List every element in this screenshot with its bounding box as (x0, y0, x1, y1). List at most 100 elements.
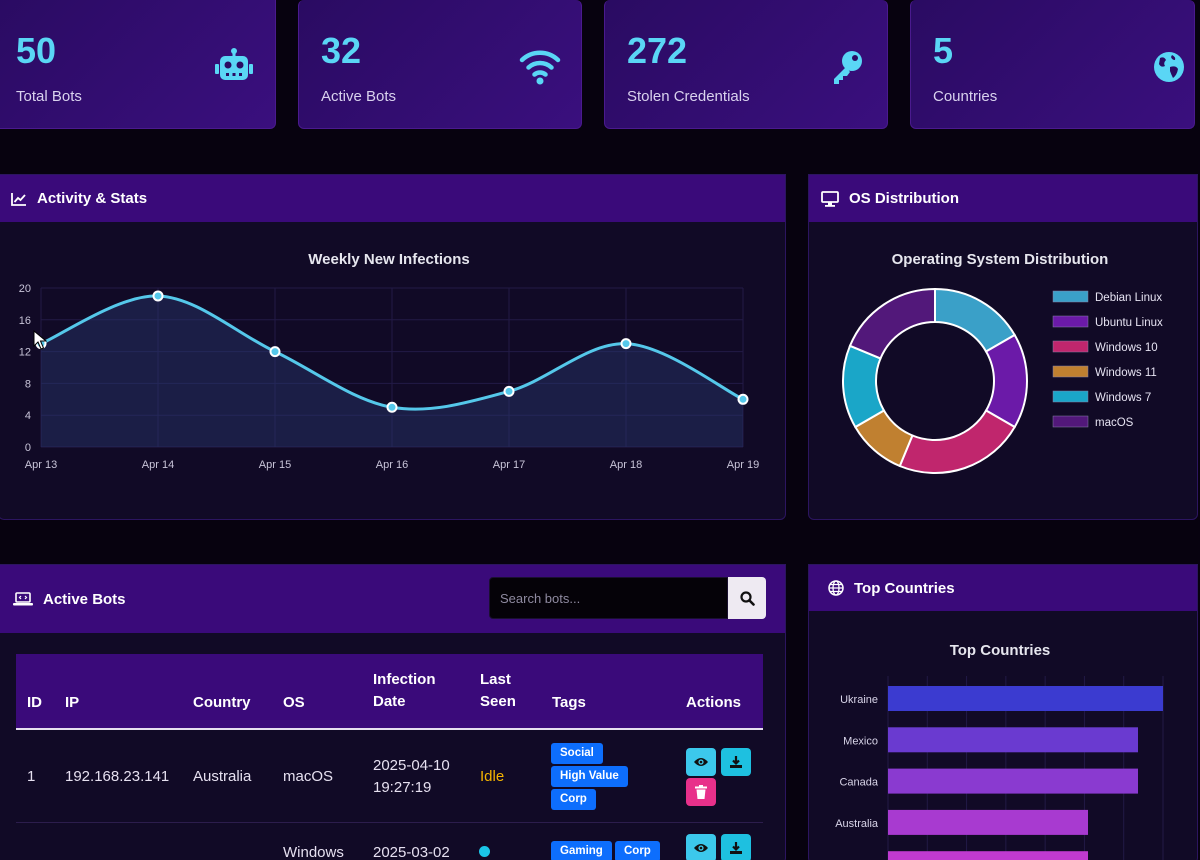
col-infection-date-line2: Date (373, 693, 406, 710)
chart-title: Top Countries (949, 642, 1051, 659)
col-infection-date-line1: Infection (373, 671, 436, 688)
panel-title: Top Countries (854, 579, 955, 597)
view-button[interactable] (686, 748, 716, 776)
tag-badge: Gaming (551, 841, 612, 860)
cell-time: 19:27:19 (373, 779, 432, 796)
cursor-icon (33, 330, 47, 350)
stat-value: 272 (627, 30, 688, 71)
bar-chart: Ukraine Mexico Canada Australia (835, 676, 1164, 860)
y-tick-label: 4 (25, 410, 31, 422)
stat-card-stolen-credentials: 272 Stolen Credentials (604, 0, 888, 129)
legend-swatch (1052, 390, 1089, 403)
status-dot (479, 846, 490, 857)
series-area (41, 295, 743, 447)
legend-swatch (1052, 290, 1089, 303)
chart-line-icon (11, 192, 26, 206)
category-label: Australia (835, 818, 879, 830)
x-tick-label: Apr 16 (376, 459, 408, 471)
stat-value: 32 (321, 30, 362, 71)
data-point (269, 346, 281, 358)
legend-label: Windows 10 (1095, 342, 1158, 354)
y-tick-label: 12 (19, 347, 31, 359)
bar (888, 686, 1163, 711)
y-tick-label: 16 (19, 315, 31, 327)
table-header: ID IP Country OS Infection Date Last See… (16, 654, 763, 730)
legend-label: Windows 11 (1095, 367, 1157, 379)
legend-swatch (1052, 365, 1089, 378)
delete-button[interactable] (686, 778, 716, 806)
stat-label: Stolen Credentials (627, 88, 750, 105)
key-icon (834, 51, 862, 84)
legend-label: Windows 7 (1095, 392, 1151, 404)
data-point (386, 401, 398, 413)
col-tags[interactable]: Tags (552, 694, 586, 711)
cell-os: macOS (283, 768, 334, 785)
x-tick-label: Apr 19 (727, 459, 759, 471)
pie-slice (848, 287, 936, 360)
activity-panel: Activity & Stats (0, 174, 786, 520)
cell-last-seen: Idle (480, 768, 505, 785)
chart-title: Operating System Distribution (891, 251, 1109, 268)
tag-badge: Social (551, 743, 603, 764)
download-icon (730, 756, 742, 768)
view-button[interactable] (686, 834, 716, 860)
data-point (152, 290, 164, 302)
col-country[interactable]: Country (193, 694, 251, 711)
col-os[interactable]: OS (283, 694, 305, 711)
download-button[interactable] (721, 834, 751, 860)
search-button[interactable] (728, 577, 766, 619)
bar (888, 768, 1138, 794)
stat-label: Total Bots (16, 88, 82, 105)
chart-title: Weekly New Infections (308, 251, 470, 268)
search-input[interactable] (489, 577, 728, 619)
stat-label: Active Bots (321, 88, 397, 105)
cell-date: 2025-04-10 (373, 757, 450, 774)
pie-chart: Debian Linux Ubuntu Linux Windows 10 Window… (842, 287, 1163, 474)
bar (888, 727, 1138, 753)
data-point (737, 393, 749, 405)
legend-swatch (1052, 315, 1089, 328)
stat-card-countries: 5 Countries (910, 0, 1195, 129)
row-divider (16, 822, 763, 823)
pie-slice (898, 409, 1017, 474)
col-last-seen[interactable]: Last Seen (480, 669, 516, 713)
x-tick-label: Apr 14 (142, 459, 174, 471)
x-tick-label: Apr 17 (493, 459, 525, 471)
panel-header: Top Countries (809, 565, 1197, 611)
globe-icon (1154, 52, 1184, 82)
col-id[interactable]: ID (27, 694, 42, 711)
cell-os: Windows (283, 844, 344, 860)
trash-icon (695, 785, 707, 799)
x-tick-label: Apr 15 (259, 459, 291, 471)
category-label: Canada (839, 777, 878, 789)
globe-icon (828, 580, 844, 596)
cell-id: 1 (27, 768, 36, 785)
col-infection-date[interactable]: Infection Date (373, 669, 436, 713)
bar (888, 851, 1088, 860)
legend-label: Ubuntu Linux (1095, 317, 1163, 329)
legend-label: macOS (1095, 417, 1134, 429)
stat-card-total-bots: 50 Total Bots (0, 0, 276, 129)
category-label: Ukraine (840, 694, 878, 706)
panel-title: Active Bots (43, 590, 126, 608)
search-icon (739, 590, 755, 606)
col-last-seen-line1: Last (480, 671, 511, 688)
download-button[interactable] (721, 748, 751, 776)
monitor-icon (821, 190, 839, 207)
tag-badge: Corp (551, 789, 596, 810)
cell-date: 2025-03-02 (373, 844, 450, 860)
stat-card-active-bots: 32 Active Bots (298, 0, 582, 129)
y-tick-label: 8 (25, 378, 31, 390)
wifi-icon (519, 50, 561, 85)
stat-label: Countries (933, 88, 998, 105)
col-ip[interactable]: IP (65, 694, 80, 711)
download-icon (730, 842, 742, 854)
tag-badge: Corp (615, 841, 660, 860)
legend-swatch (1052, 340, 1089, 353)
y-tick-label: 0 (25, 442, 31, 454)
robot-icon (215, 48, 253, 80)
category-label: Mexico (843, 735, 878, 747)
eye-icon (694, 758, 708, 766)
bar (888, 809, 1088, 835)
col-actions[interactable]: Actions (686, 694, 742, 711)
